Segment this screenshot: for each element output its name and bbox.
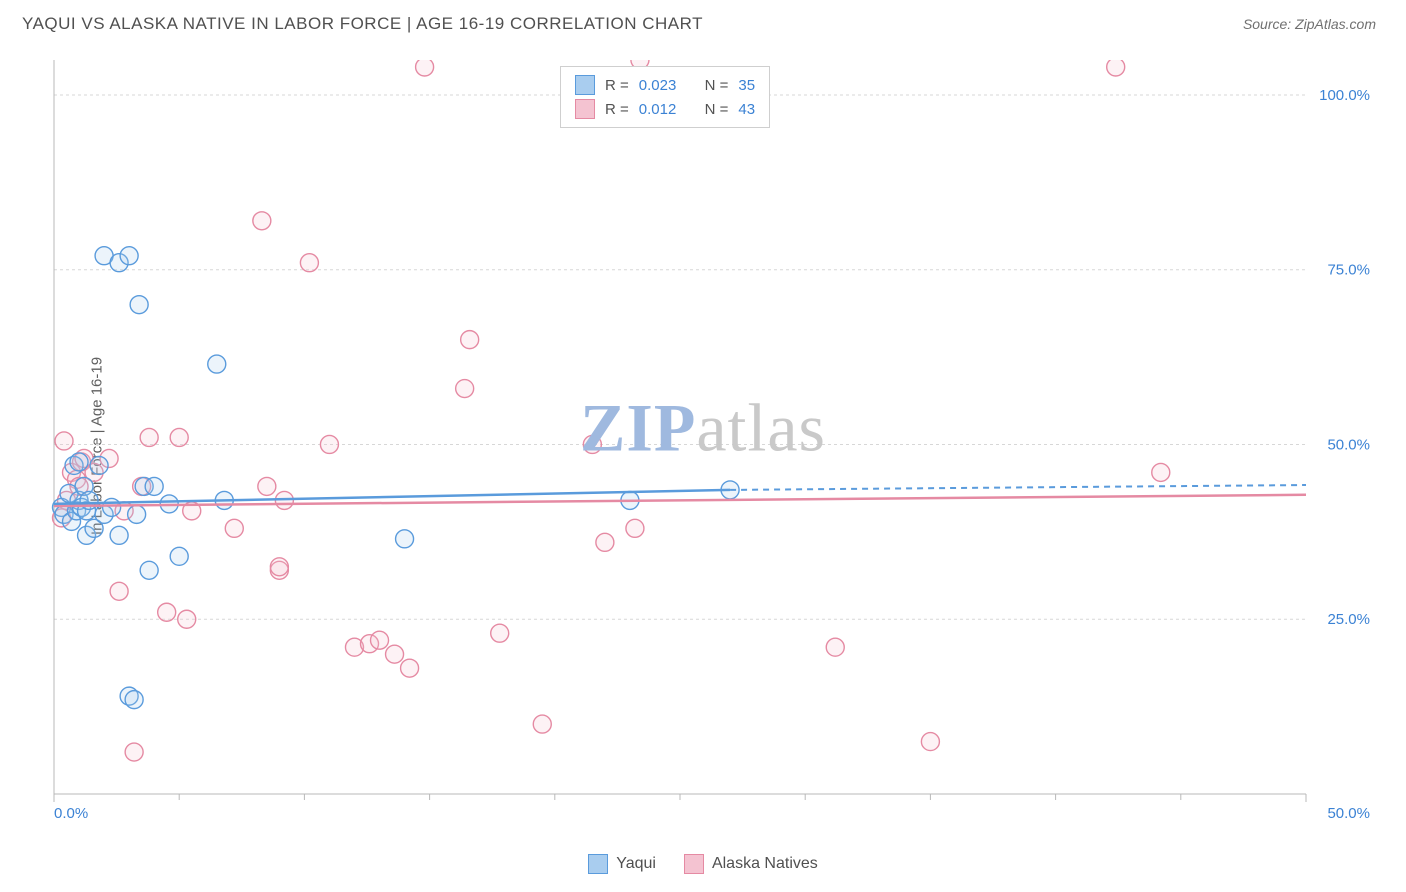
- stats-legend: R = 0.023 N = 35 R = 0.012 N = 43: [560, 66, 770, 128]
- stats-legend-row-yaqui: R = 0.023 N = 35: [575, 73, 755, 97]
- svg-text:100.0%: 100.0%: [1319, 87, 1370, 104]
- scatter-plot-svg: 25.0% 50.0% 75.0% 100.0% 0.0% 50.0%: [50, 60, 1378, 822]
- plot-area: 25.0% 50.0% 75.0% 100.0% 0.0% 50.0%: [50, 60, 1378, 822]
- svg-text:50.0%: 50.0%: [1327, 805, 1370, 822]
- source-prefix: Source:: [1243, 16, 1295, 32]
- swatch-yaqui: [575, 75, 595, 95]
- svg-text:25.0%: 25.0%: [1327, 611, 1370, 628]
- series-legend: Yaqui Alaska Natives: [0, 854, 1406, 874]
- n-label: N =: [705, 77, 729, 94]
- swatch-alaska: [575, 99, 595, 119]
- r-value-yaqui: 0.023: [639, 77, 677, 94]
- legend-item-yaqui: Yaqui: [588, 854, 656, 874]
- legend-label-alaska: Alaska Natives: [712, 855, 818, 873]
- stats-legend-row-alaska: R = 0.012 N = 43: [575, 97, 755, 121]
- r-label: R =: [605, 101, 629, 118]
- source-attribution: Source: ZipAtlas.com: [1243, 16, 1376, 32]
- r-value-alaska: 0.012: [639, 101, 677, 118]
- legend-label-yaqui: Yaqui: [616, 855, 656, 873]
- n-value-alaska: 43: [738, 101, 755, 118]
- source-name: ZipAtlas.com: [1295, 16, 1376, 32]
- r-label: R =: [605, 77, 629, 94]
- n-value-yaqui: 35: [738, 77, 755, 94]
- swatch-alaska-icon: [684, 854, 704, 874]
- svg-text:75.0%: 75.0%: [1327, 262, 1370, 279]
- chart-title: YAQUI VS ALASKA NATIVE IN LABOR FORCE | …: [22, 14, 703, 34]
- n-label: N =: [705, 101, 729, 118]
- svg-text:0.0%: 0.0%: [54, 805, 88, 822]
- chart-header: YAQUI VS ALASKA NATIVE IN LABOR FORCE | …: [0, 0, 1406, 44]
- swatch-yaqui-icon: [588, 854, 608, 874]
- legend-item-alaska: Alaska Natives: [684, 854, 818, 874]
- svg-text:50.0%: 50.0%: [1327, 436, 1370, 453]
